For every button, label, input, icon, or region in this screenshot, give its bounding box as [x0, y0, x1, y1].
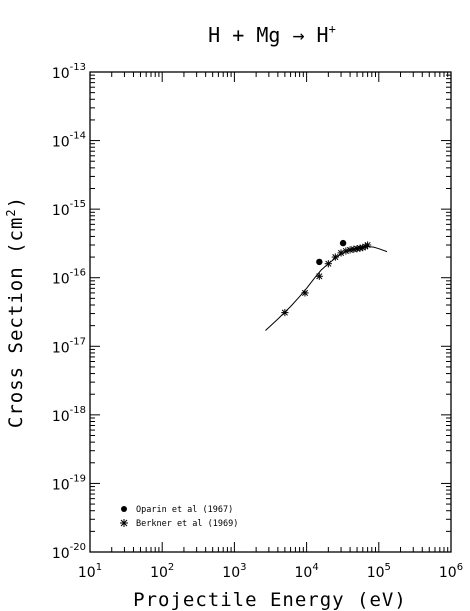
y-tick-label: 10-20: [52, 542, 86, 562]
axis-ticks: [89, 71, 452, 553]
y-axis-label: Cross Section (cm2): [4, 196, 27, 428]
fit-curve: [265, 245, 388, 331]
x-tick-labels: 101 102 103 104 105 106: [78, 562, 463, 581]
berkner-point: [315, 272, 323, 280]
y-tick-labels: 10-13 10-14 10-15 10-16 10-17 10-18 10-19 10-20: [52, 62, 86, 562]
x-tick-label: 102: [150, 562, 174, 581]
y-tick-label: 10-15: [52, 199, 86, 219]
berkner-point: [364, 241, 372, 249]
y-tick-label: 10-17: [52, 336, 86, 356]
x-tick-label: 104: [294, 562, 318, 581]
legend-label-berkner: Berkner et al (1969): [136, 519, 238, 529]
berkner-point: [331, 253, 339, 261]
y-tick-label: 10-13: [52, 62, 86, 82]
y-tick-label: 10-16: [52, 268, 86, 288]
chart-title: H + Mg → H+: [208, 22, 336, 47]
x-tick-label: 105: [367, 562, 391, 581]
legend-marker-berkner: [120, 519, 128, 527]
data-series: [265, 239, 388, 331]
y-tick-label: 10-14: [52, 131, 86, 151]
y-tick-label: 10-19: [52, 473, 86, 493]
x-tick-label: 106: [439, 562, 463, 581]
x-tick-label: 103: [222, 562, 246, 581]
x-tick-label: 101: [78, 562, 102, 581]
legend-label-oparin: Oparin et al (1967): [136, 505, 233, 515]
plot-frame: [89, 71, 452, 553]
oparin-point: [339, 239, 347, 247]
y-tick-label: 10-18: [52, 405, 86, 425]
legend: Oparin et al (1967) Berkner et al (1969): [120, 505, 238, 529]
legend-marker-oparin: [121, 506, 127, 512]
x-axis-label: Projectile Energy (eV): [133, 589, 407, 611]
oparin-point: [316, 258, 323, 266]
